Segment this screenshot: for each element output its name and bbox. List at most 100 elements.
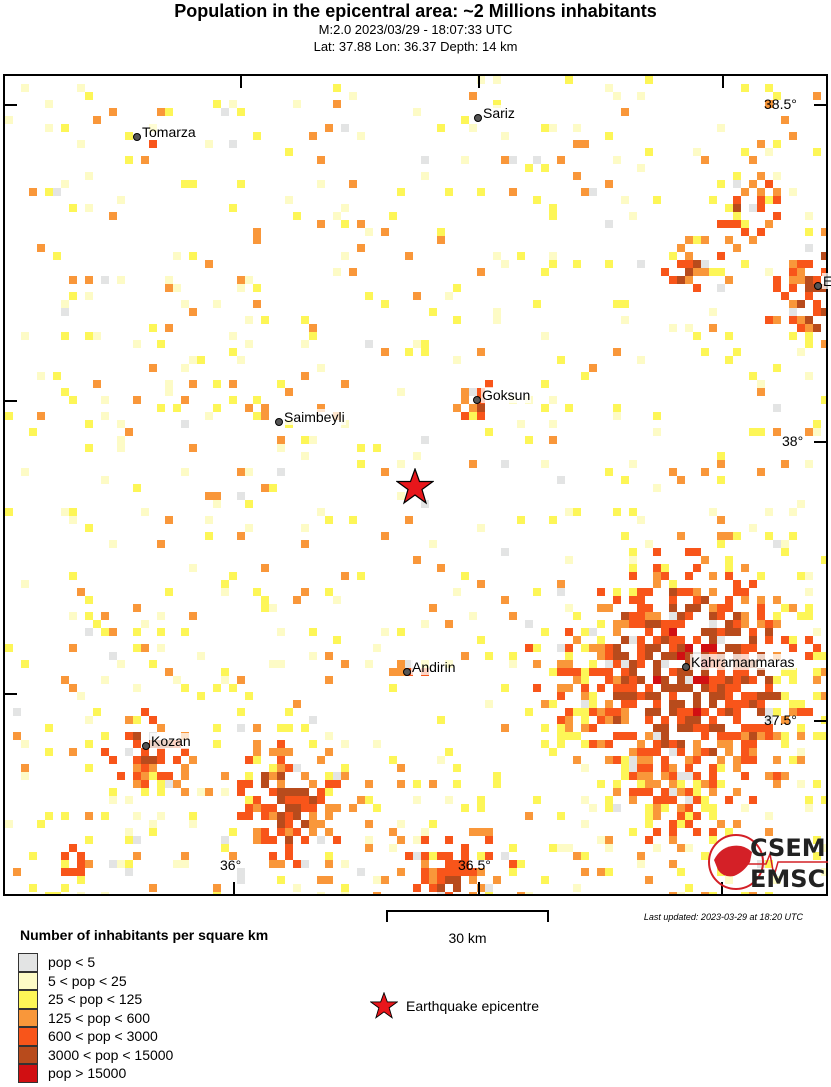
population-cell bbox=[421, 172, 429, 180]
epicentre-star-icon[interactable] bbox=[396, 468, 434, 506]
population-cell bbox=[773, 188, 781, 196]
population-cell bbox=[637, 260, 645, 268]
population-cell bbox=[629, 572, 637, 580]
population-cell bbox=[405, 252, 413, 260]
population-cell bbox=[613, 732, 621, 740]
population-cell bbox=[373, 740, 381, 748]
population-cell bbox=[277, 436, 285, 444]
population-cell bbox=[413, 108, 421, 116]
population-cell bbox=[693, 708, 701, 716]
population-cell bbox=[709, 828, 717, 836]
population-cell bbox=[637, 788, 645, 796]
population-cell bbox=[285, 844, 293, 852]
population-cell bbox=[261, 484, 269, 492]
population-cell bbox=[453, 860, 461, 868]
population-cell bbox=[245, 524, 253, 532]
population-cell bbox=[429, 308, 437, 316]
population-cell bbox=[181, 788, 189, 796]
population-cell bbox=[477, 636, 485, 644]
population-cell bbox=[709, 588, 717, 596]
population-cell bbox=[773, 92, 781, 100]
population-cell bbox=[661, 788, 669, 796]
population-cell bbox=[813, 780, 821, 788]
population-cell bbox=[661, 804, 669, 812]
population-cell bbox=[261, 772, 269, 780]
population-cell bbox=[629, 772, 637, 780]
population-map[interactable] bbox=[3, 74, 828, 896]
population-cell bbox=[733, 668, 741, 676]
population-cell bbox=[677, 892, 685, 894]
population-cell bbox=[765, 316, 773, 324]
population-cell bbox=[685, 684, 693, 692]
population-cell bbox=[605, 220, 613, 228]
population-cell bbox=[205, 788, 213, 796]
population-cell bbox=[341, 204, 349, 212]
population-cell bbox=[445, 876, 453, 884]
population-cell bbox=[125, 428, 133, 436]
population-cell bbox=[749, 692, 757, 700]
population-cell bbox=[133, 740, 141, 748]
population-cell bbox=[37, 820, 45, 828]
population-cell bbox=[645, 604, 653, 612]
population-cell bbox=[693, 724, 701, 732]
population-cell bbox=[229, 380, 237, 388]
population-cell bbox=[693, 700, 701, 708]
population-cell bbox=[245, 804, 253, 812]
population-cell bbox=[565, 844, 573, 852]
population-cell bbox=[557, 716, 565, 724]
population-cell bbox=[517, 892, 525, 894]
population-cell bbox=[469, 124, 477, 132]
population-cell bbox=[789, 532, 797, 540]
population-cell bbox=[725, 828, 733, 836]
population-cell bbox=[749, 524, 757, 532]
population-cell bbox=[453, 876, 461, 884]
population-cell bbox=[709, 692, 717, 700]
population-cell bbox=[117, 660, 125, 668]
population-cell bbox=[445, 852, 453, 860]
population-cell bbox=[653, 812, 661, 820]
population-cell bbox=[621, 764, 629, 772]
population-cell bbox=[773, 692, 781, 700]
population-cell bbox=[653, 660, 661, 668]
population-cell bbox=[773, 876, 781, 884]
population-cell bbox=[85, 628, 93, 636]
population-cell bbox=[133, 812, 141, 820]
population-cell bbox=[773, 196, 781, 204]
population-cell bbox=[805, 260, 813, 268]
population-cell bbox=[741, 228, 749, 236]
population-cell bbox=[669, 468, 677, 476]
population-cell bbox=[693, 756, 701, 764]
population-cell bbox=[717, 708, 725, 716]
population-cell bbox=[637, 644, 645, 652]
population-cell bbox=[421, 868, 429, 876]
population-cell bbox=[677, 244, 685, 252]
population-cell bbox=[117, 436, 125, 444]
population-cell bbox=[293, 596, 301, 604]
population-cell bbox=[725, 700, 733, 708]
population-cell bbox=[629, 828, 637, 836]
population-cell bbox=[725, 596, 733, 604]
population-cell bbox=[773, 276, 781, 284]
population-cell bbox=[693, 636, 701, 644]
population-cell bbox=[133, 764, 141, 772]
population-cell bbox=[749, 676, 757, 684]
population-cell bbox=[661, 628, 669, 636]
lat-label: 38° bbox=[782, 433, 804, 449]
population-cell bbox=[69, 748, 77, 756]
population-cell bbox=[725, 676, 733, 684]
population-cell bbox=[501, 156, 509, 164]
population-cell bbox=[589, 692, 597, 700]
population-cell bbox=[485, 652, 493, 660]
population-cell bbox=[581, 668, 589, 676]
population-cell bbox=[709, 836, 717, 844]
population-cell bbox=[85, 444, 93, 452]
population-cell bbox=[301, 796, 309, 804]
population-cell bbox=[133, 780, 141, 788]
population-cell bbox=[549, 396, 557, 404]
population-cell bbox=[669, 668, 677, 676]
population-cell bbox=[213, 380, 221, 388]
population-cell bbox=[741, 732, 749, 740]
population-cell bbox=[285, 748, 293, 756]
population-cell bbox=[317, 180, 325, 188]
population-cell bbox=[141, 708, 149, 716]
